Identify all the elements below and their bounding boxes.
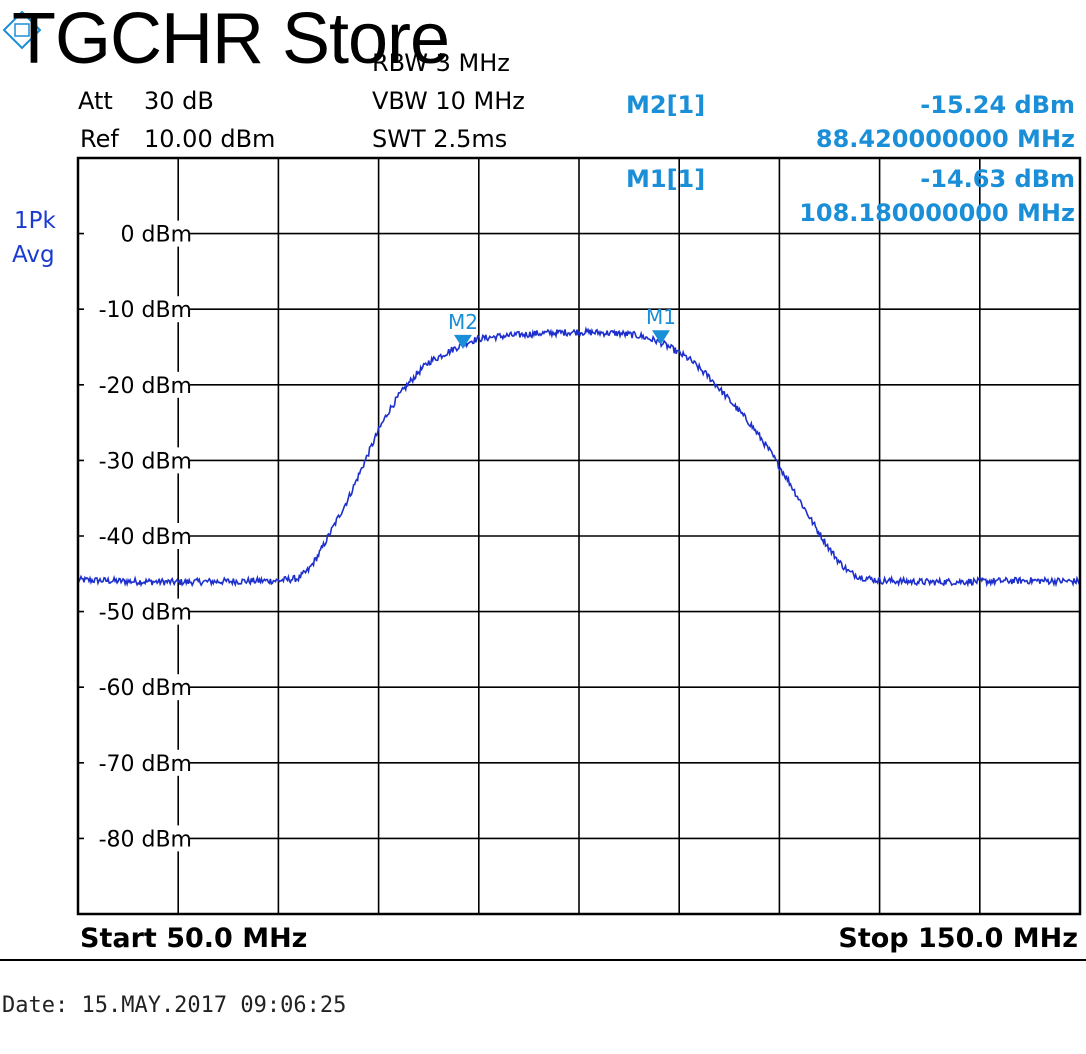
ytick-label-background [84, 749, 190, 776]
marker-m2-triangle [453, 334, 472, 349]
att-value: 30 dB [144, 87, 214, 115]
vbw-setting: VBW 10 MHz [372, 87, 525, 115]
trace-mode-2: Avg [12, 242, 55, 268]
ytick-label-background [84, 825, 190, 852]
ytick-label-background [84, 296, 190, 323]
marker-m2-label: M2 [448, 310, 478, 334]
marker-m1-label: M1 [646, 305, 676, 329]
marker-m1-triangle [651, 330, 670, 345]
trace-line [77, 326, 1081, 588]
marker-m2-level: -15.24 dBm [920, 91, 1075, 119]
ytick-label: -50 dBm [99, 601, 192, 626]
ytick-label-background [84, 598, 190, 625]
ytick-label-background [84, 447, 190, 474]
ytick-label: -70 dBm [99, 752, 192, 777]
ytick-label-background [84, 220, 190, 247]
plot-frame [76, 156, 1082, 916]
swt-setting: SWT 2.5ms [372, 125, 508, 153]
ytick-label-background [84, 523, 190, 549]
ytick-label: -30 dBm [99, 449, 192, 474]
marker-m1-freq: 108.180000000 MHz [799, 199, 1075, 227]
y-tick-labels: 0 dBm -10 dBm -20 dBm -30 dBm -40 dBm -50 dBm… [84, 220, 192, 852]
trace-markers: M2 M1 [448, 305, 676, 349]
ytick-label: 0 dBm [121, 223, 192, 248]
diamond-logo-icon [2, 10, 42, 50]
marker-m1-level: -14.63 dBm [920, 165, 1075, 193]
ytick-label-background [84, 371, 190, 398]
watermark-text: TGCHR Store [12, 0, 450, 79]
ref-value: 10.00 dBm [144, 125, 276, 153]
rbw-setting: RBW 3 MHz [372, 49, 510, 77]
stop-frequency: Stop 150.0 MHz [838, 923, 1078, 954]
trace-mode-1: 1Pk [14, 208, 56, 234]
ytick-label-background [84, 674, 190, 701]
grid [78, 158, 1080, 914]
marker-m1-id: M1[1] [626, 165, 706, 193]
marker-m2-id: M2[1] [626, 91, 706, 119]
start-frequency: Start 50.0 MHz [80, 923, 308, 954]
ytick-label: -60 dBm [99, 676, 192, 701]
date-line: Date: 15.MAY.2017 09:06:25 [2, 993, 347, 1018]
ref-label: Ref [80, 125, 119, 153]
marker-m2-freq: 88.420000000 MHz [815, 125, 1075, 153]
ytick-label: -20 dBm [99, 374, 192, 399]
att-label: Att [78, 87, 113, 115]
ytick-label: -40 dBm [99, 525, 192, 550]
ytick-label: -80 dBm [99, 827, 192, 852]
ytick-label: -10 dBm [99, 298, 192, 323]
